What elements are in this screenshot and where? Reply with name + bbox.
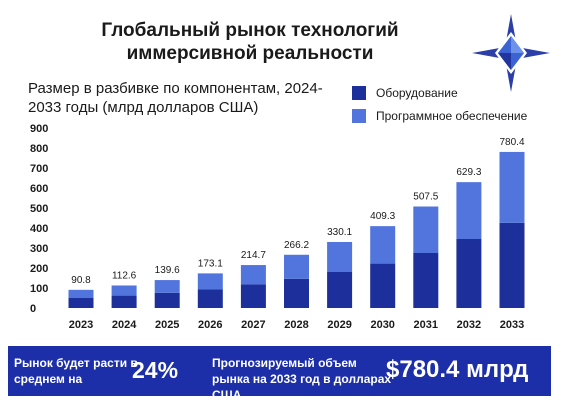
- bar-software: [327, 241, 353, 272]
- bar-hardware: [456, 239, 482, 308]
- total-data-label: 629.3: [456, 167, 481, 178]
- bar-hardware: [413, 253, 439, 308]
- bar-chart: 0 100 200 300 400 500 600 700 800 900 90.8 2023 112.…: [30, 123, 525, 331]
- bar-software: [499, 151, 525, 223]
- legend-hardware-swatch: [352, 86, 366, 100]
- bar-hardware: [240, 284, 266, 308]
- bar-hardware: [499, 222, 525, 308]
- bar-software: [154, 280, 180, 293]
- total-data-label: 330.1: [327, 227, 352, 238]
- chart-subtitle: Размер в разбивке по компонентам, 2024-2…: [28, 80, 323, 116]
- bar-hardware: [197, 289, 223, 308]
- x-tick-label: 2033: [500, 319, 524, 331]
- total-data-label: 112.6: [112, 270, 137, 281]
- total-data-label: 173.1: [198, 258, 223, 269]
- bar-software: [197, 273, 223, 290]
- bar-software: [284, 254, 309, 279]
- total-data-label: 266.2: [284, 240, 309, 251]
- x-tick-label: 2031: [414, 319, 438, 331]
- y-tick-label: 500: [30, 203, 48, 215]
- y-tick-label: 800: [30, 143, 48, 155]
- total-data-label: 90.8: [71, 275, 91, 286]
- legend-hardware-label: Оборудование: [376, 86, 458, 100]
- legend-software-swatch: [352, 109, 366, 123]
- x-tick-label: 2026: [198, 319, 222, 331]
- y-tick-label: 900: [30, 123, 48, 135]
- bar-hardware: [68, 298, 94, 308]
- y-tick-label: 100: [30, 283, 48, 295]
- y-tick-label: 200: [30, 263, 48, 275]
- x-tick-label: 2025: [155, 319, 179, 331]
- forecast-value: $780.4 млрд: [386, 356, 529, 383]
- bar-hardware: [370, 263, 396, 308]
- total-data-label: 507.5: [413, 192, 438, 203]
- bar-hardware: [284, 278, 309, 308]
- total-data-label: 214.7: [241, 250, 266, 261]
- y-tick-label: 600: [30, 183, 48, 195]
- bar-software: [68, 289, 94, 298]
- total-data-label: 139.6: [155, 265, 180, 276]
- diamond-logo-icon: [472, 14, 550, 92]
- bar-software: [111, 285, 137, 296]
- legend-hardware: Оборудование: [352, 86, 458, 100]
- x-tick-label: 2030: [370, 319, 394, 331]
- bar-software: [240, 265, 266, 285]
- x-tick-label: 2027: [241, 319, 265, 331]
- forecast-text: Прогнозируемый объем рынка на 2033 год в…: [212, 356, 392, 402]
- legend-software-label: Программное обеспечение: [376, 109, 528, 123]
- y-tick-label: 700: [30, 163, 48, 175]
- growth-value: 24%: [132, 357, 179, 383]
- chart-title: Глобальный рынок технологий иммерсивной …: [101, 20, 399, 64]
- x-tick-label: 2023: [69, 319, 93, 331]
- total-data-label: 409.3: [370, 211, 395, 222]
- total-data-label: 780.4: [499, 137, 524, 148]
- growth-text: Рынок будет расти в среднем на: [14, 356, 138, 386]
- bar-hardware: [327, 272, 353, 308]
- y-tick-label: 300: [30, 243, 48, 255]
- footer-banner: Рынок будет расти в среднем на 24% Прогн…: [8, 346, 551, 402]
- x-tick-label: 2024: [112, 319, 137, 331]
- legend-software: Программное обеспечение: [352, 109, 527, 123]
- x-tick-label: 2029: [327, 319, 351, 331]
- bar-software: [413, 206, 439, 253]
- y-tick-label: 400: [30, 223, 48, 235]
- bar-hardware: [111, 295, 137, 308]
- bar-hardware: [154, 292, 180, 308]
- bar-software: [370, 226, 396, 264]
- y-tick-label: 0: [30, 303, 36, 315]
- x-tick-label: 2028: [284, 319, 308, 331]
- bar-software: [456, 182, 482, 239]
- x-tick-label: 2032: [457, 319, 481, 331]
